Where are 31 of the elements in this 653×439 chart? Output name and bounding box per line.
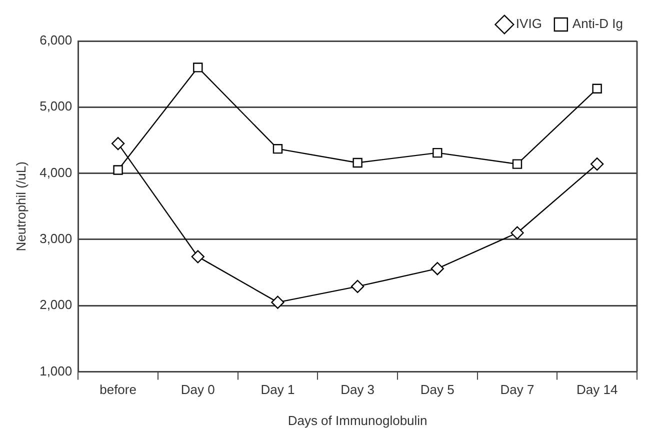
point [592,84,602,94]
point [193,62,203,72]
point [512,159,522,169]
x-tick-label: Day 0 [180,382,215,398]
point [510,226,524,240]
point [590,157,604,171]
x-tick-label: Day 7 [500,382,534,398]
y-tick-label: 4,000 [40,164,72,180]
point [430,262,444,276]
y-tick-label: 3,000 [40,231,72,246]
y-tick-label: 2,000 [40,297,72,312]
x-tick-label: Day 5 [420,382,454,398]
point [272,144,283,154]
y-tick-label: 6,000 [40,32,72,48]
point [271,296,284,309]
x-tick-label: Day 14 [576,382,618,398]
y-axis-title: Neutrophil (/uL) [13,162,28,252]
point [191,250,204,264]
x-tick-label: Day 1 [260,382,295,398]
x-tick-label: Day 3 [340,382,375,398]
y-tick-label: 1,000 [40,363,72,378]
point [111,136,125,150]
x-tick-label: before [100,382,136,398]
y-tick-label: 5,000 [40,98,72,114]
point [352,158,362,168]
x-axis-title: Days of Immunoglobulin [288,412,428,428]
point [350,280,364,294]
point [432,148,442,158]
legend-label: IVIG [516,16,542,32]
legend-label: Anti-D Ig [572,16,624,32]
point [113,165,123,175]
